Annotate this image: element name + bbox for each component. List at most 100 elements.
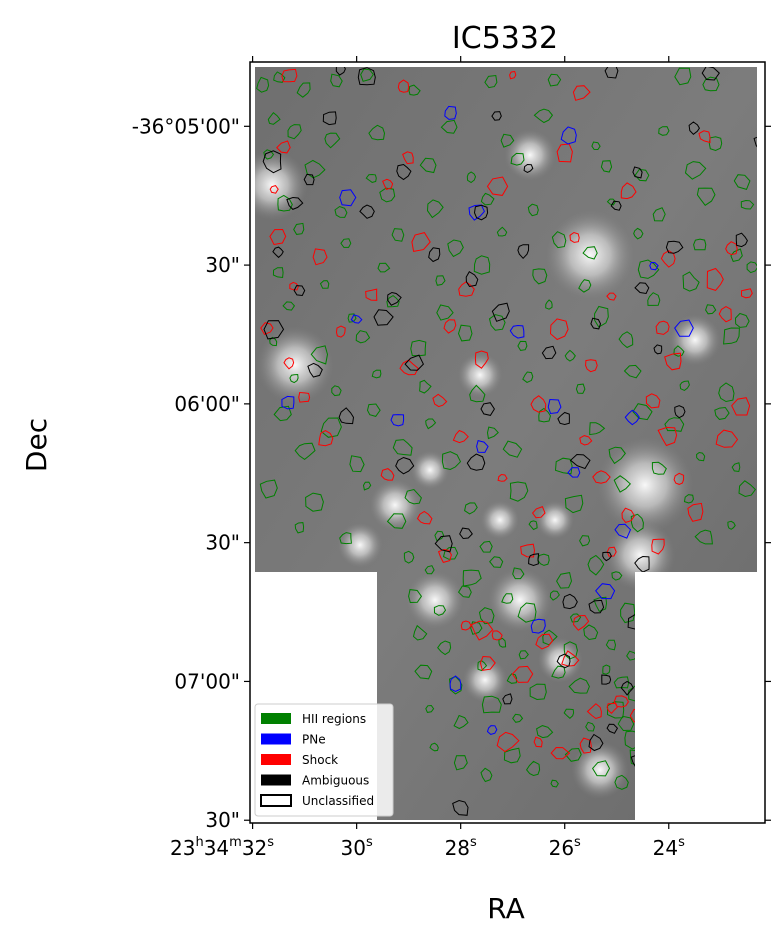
ambiguous-region-marker <box>588 599 605 614</box>
hii-regions-region-marker <box>324 132 341 149</box>
hii-regions-region-marker <box>594 305 609 328</box>
shock-region-marker <box>561 650 580 667</box>
hii-regions-region-marker <box>613 475 632 493</box>
emission-glow <box>406 571 464 629</box>
hii-regions-region-marker <box>462 569 482 587</box>
hii-regions-region-marker <box>503 747 521 764</box>
ambiguous-region-marker <box>604 67 619 79</box>
shock-region-marker <box>474 350 489 369</box>
shock-region-marker <box>530 395 547 413</box>
hii-regions-region-marker <box>614 774 629 790</box>
shock-region-marker <box>535 633 554 650</box>
emission-glow-layer <box>255 129 721 799</box>
emission-glow <box>480 500 520 540</box>
shock-region-marker <box>491 630 503 641</box>
hii-regions-region-marker <box>696 187 716 206</box>
hii-regions-region-marker <box>730 248 743 262</box>
hii-regions-region-marker <box>319 280 330 289</box>
x-tick-label: 24s <box>653 835 685 860</box>
x-tick-label: 28s <box>445 835 477 860</box>
hii-regions-region-marker <box>593 596 608 613</box>
shock-region-marker <box>432 393 448 408</box>
hii-regions-region-marker <box>618 331 634 349</box>
shock-region-marker <box>533 736 543 748</box>
shock-region-marker <box>497 473 508 482</box>
emission-glow <box>410 450 450 490</box>
y-tick-label: 30" <box>205 531 240 555</box>
y-tick-label: 30" <box>205 253 240 277</box>
hii-regions-region-marker <box>575 383 586 394</box>
shock-region-marker <box>298 391 311 403</box>
hii-regions-region-marker <box>708 136 723 152</box>
shock-region-marker <box>269 228 287 246</box>
pne-region-marker <box>350 314 363 324</box>
shock-region-marker <box>613 695 629 708</box>
hii-regions-region-marker <box>684 161 707 180</box>
hii-regions-region-marker <box>408 589 423 604</box>
ambiguous-region-marker <box>557 411 570 426</box>
pne-region-marker <box>547 398 562 415</box>
legend: HII regions PNe Shock Ambiguous Unclassified <box>254 703 394 817</box>
emission-glow <box>457 352 503 398</box>
pne-region-marker <box>509 324 525 339</box>
hii-regions-region-marker <box>419 379 432 394</box>
hii-regions-region-marker <box>723 327 740 345</box>
ambiguous-region-marker <box>523 163 534 173</box>
hii-regions-region-marker <box>569 613 582 623</box>
shock-region-marker <box>664 352 682 371</box>
hii-regions-region-marker <box>632 403 653 421</box>
y-tick-label: 06'00" <box>174 392 240 416</box>
ambiguous-region-marker <box>357 67 376 86</box>
hii-regions-region-marker <box>434 530 445 542</box>
shock-region-marker <box>509 70 517 80</box>
ambiguous-region-marker <box>688 121 700 135</box>
hii-regions-region-marker <box>658 126 670 136</box>
ambiguous-region-marker <box>606 723 619 734</box>
hii-regions-region-marker <box>602 664 611 675</box>
shock-region-marker <box>592 470 611 484</box>
hii-regions-region-marker <box>429 742 439 752</box>
hii-regions-region-marker <box>633 227 644 240</box>
hii-regions-region-marker <box>320 417 342 438</box>
ambiguous-region-marker <box>491 302 510 322</box>
shock-region-marker <box>657 426 678 447</box>
hii-regions-region-marker <box>630 513 644 533</box>
hii-regions-region-marker <box>608 446 626 465</box>
hii-regions-region-marker <box>564 494 584 514</box>
shock-region-marker <box>411 232 431 252</box>
pne-region-marker <box>567 467 581 478</box>
hii-regions-region-marker <box>442 546 459 560</box>
hii-regions-region-marker <box>527 203 539 217</box>
pne-region-marker <box>449 675 462 693</box>
shock-region-marker <box>549 318 569 341</box>
pne-legend-swatch <box>261 733 291 745</box>
ambiguous-legend-label: Ambiguous <box>302 774 369 788</box>
shock-region-marker <box>511 665 534 683</box>
y-axis-label: Dec <box>20 418 53 472</box>
emission-glow <box>488 568 552 632</box>
hii-regions-region-marker <box>391 228 405 242</box>
emission-glow <box>669 314 721 366</box>
ambiguous-region-marker <box>601 674 612 685</box>
pne-region-marker <box>595 583 616 600</box>
hii-regions-region-marker <box>532 268 548 285</box>
ambiguous-region-marker <box>632 166 643 179</box>
hii-regions-region-marker <box>294 442 316 461</box>
hii-regions-region-marker <box>440 119 458 134</box>
hii-regions-region-marker <box>330 73 343 88</box>
shock-region-marker <box>585 359 598 373</box>
ambiguous-region-marker <box>303 173 315 186</box>
hii-regions-region-marker <box>349 455 365 473</box>
hii-regions-region-marker <box>267 111 281 125</box>
ambiguous-region-marker <box>395 456 415 475</box>
pne-region-marker <box>476 439 489 453</box>
y-tick-label: -36°05'00" <box>132 114 240 138</box>
image-field <box>255 67 757 820</box>
hii-regions-region-marker <box>746 261 757 274</box>
hii-regions-region-marker <box>500 133 515 148</box>
ambiguous-region-marker <box>262 150 282 174</box>
shock-region-marker <box>651 538 665 555</box>
ambiguous-region-marker <box>335 67 346 76</box>
hii-regions-region-marker <box>426 199 444 219</box>
